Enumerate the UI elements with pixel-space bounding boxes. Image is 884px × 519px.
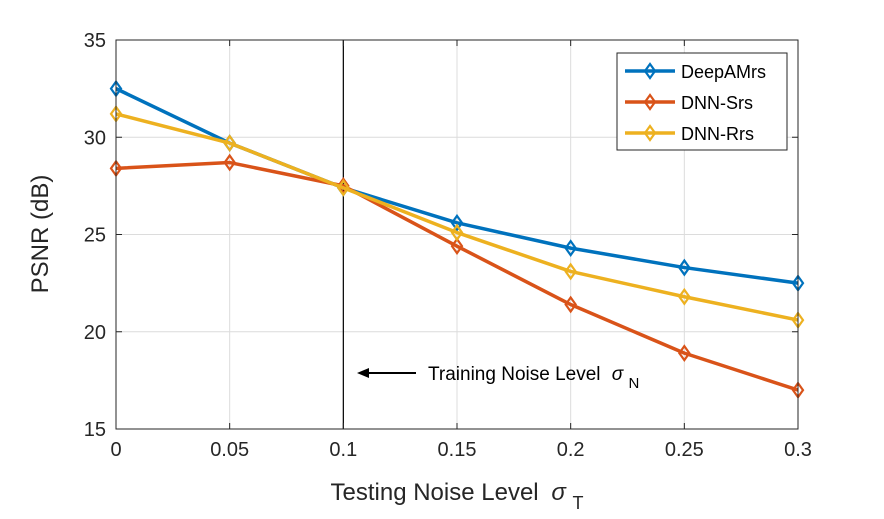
y-tick-label: 15 bbox=[84, 419, 106, 441]
data-point-marker bbox=[677, 287, 691, 306]
annotation: Training Noise Level σ N bbox=[357, 364, 639, 392]
x-axis-label-subscript: T bbox=[572, 493, 583, 513]
data-point-marker bbox=[223, 153, 237, 172]
series-dnn-srs bbox=[109, 153, 805, 399]
annotation-arrowhead bbox=[357, 368, 369, 378]
data-point-marker bbox=[336, 176, 350, 195]
annotation-text: Training Noise Level bbox=[428, 364, 601, 385]
y-tick-label: 30 bbox=[84, 127, 106, 149]
x-tick-label: 0.05 bbox=[210, 439, 249, 461]
svg-text:Training Noise Level σ: Training Noise Level σ N bbox=[428, 364, 639, 392]
x-axis-label: Testing Noise Level σ T bbox=[331, 479, 584, 513]
legend-entry: DNN-Srs bbox=[625, 93, 753, 113]
axis-ticks: 0 0.05 0.1 0.15 0.2 0.25 0.3 15 20 25 30 35 bbox=[84, 30, 812, 461]
legend-label: DeepAMrs bbox=[681, 62, 766, 82]
legend-label: DNN-Rrs bbox=[681, 124, 754, 144]
x-tick-label: 0.1 bbox=[329, 439, 357, 461]
x-tick-label: 0.25 bbox=[665, 439, 704, 461]
y-tick-label: 25 bbox=[84, 225, 106, 247]
x-tick-label: 0.15 bbox=[438, 439, 477, 461]
legend-swatch-marker bbox=[643, 93, 657, 111]
series-line bbox=[115, 160, 799, 392]
annotation-subscript: N bbox=[629, 375, 640, 392]
x-tick-label: 0 bbox=[110, 439, 121, 461]
x-axis-label-text: Testing Noise Level bbox=[331, 479, 539, 506]
y-tick-label: 35 bbox=[84, 30, 106, 52]
x-axis-label-symbol: σ bbox=[551, 479, 567, 506]
y-axis-label: PSNR (dB) bbox=[27, 175, 54, 294]
legend-swatch-marker bbox=[643, 124, 657, 142]
legend-entry: DeepAMrs bbox=[625, 62, 766, 82]
data-point-marker bbox=[223, 134, 237, 152]
data-point-marker bbox=[450, 213, 464, 232]
data-point-marker bbox=[677, 258, 691, 277]
annotation-symbol: σ bbox=[612, 364, 625, 385]
x-tick-label: 0.3 bbox=[784, 439, 812, 461]
data-point-marker bbox=[564, 262, 578, 281]
data-point-marker bbox=[450, 223, 464, 242]
legend-swatch-marker bbox=[643, 62, 657, 80]
series-layer bbox=[109, 79, 805, 399]
series-line bbox=[115, 112, 799, 322]
legend-entry: DNN-Rrs bbox=[625, 124, 754, 144]
legend-label: DNN-Srs bbox=[681, 93, 753, 113]
data-point-marker bbox=[450, 237, 464, 256]
x-tick-label: 0.2 bbox=[557, 439, 585, 461]
y-tick-label: 20 bbox=[84, 322, 106, 344]
data-point-marker bbox=[564, 295, 578, 314]
data-point-marker bbox=[677, 344, 691, 363]
data-point-marker bbox=[564, 239, 578, 258]
data-point-marker bbox=[336, 178, 350, 197]
legend: DeepAMrs DNN-Srs DNN-Rrs bbox=[616, 52, 788, 151]
